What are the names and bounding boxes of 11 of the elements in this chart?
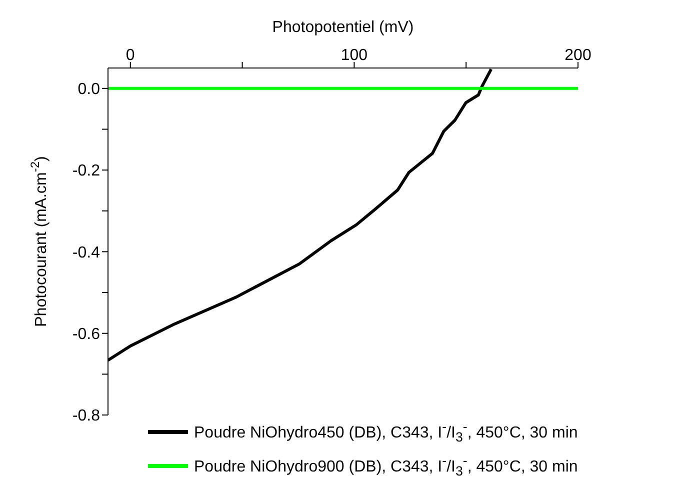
y-tick-label: -0.8 bbox=[72, 408, 100, 425]
x-tick-label: 200 bbox=[564, 47, 592, 64]
x-tick-label: 100 bbox=[340, 47, 368, 64]
y-tick-label: -0.2 bbox=[72, 162, 100, 180]
y-tick-label: -0.6 bbox=[72, 326, 100, 344]
y-tick-label: 0.0 bbox=[78, 81, 100, 98]
legend-label: Poudre NiOhydro900 (DB), C343, I$^{-}$/I$_{3}$$^{-}$, 450°C, 30 min bbox=[194, 453, 578, 479]
x-axis-title: Photopotentiel (mV) bbox=[272, 19, 414, 36]
legend-label: Poudre NiOhydro450 (DB), C343, I$^{-}$/I$_{3}$$^{-}$, 450°C, 30 min bbox=[194, 419, 578, 445]
x-tick-label: 0 bbox=[126, 47, 135, 64]
y-tick-label: -0.4 bbox=[72, 244, 100, 262]
